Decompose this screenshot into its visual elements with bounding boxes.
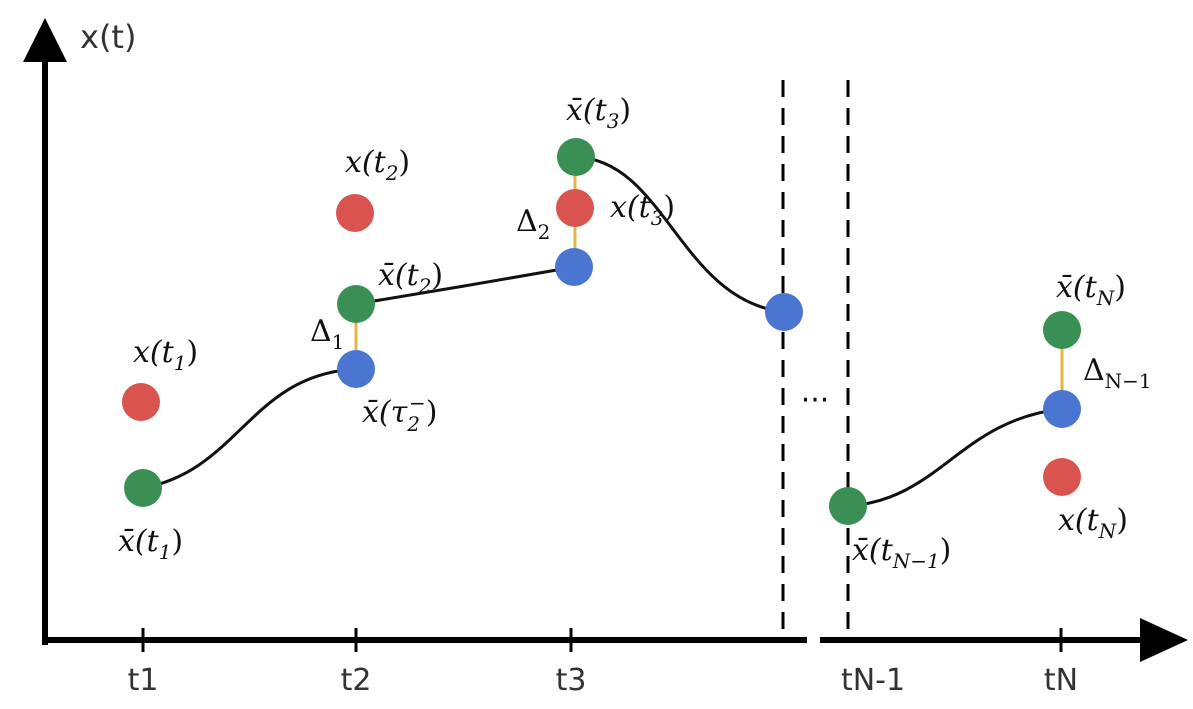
label-x-tN: x(tN) xyxy=(1058,503,1128,543)
measurement-point-t2 xyxy=(336,194,374,232)
start-state-t2 xyxy=(337,285,375,323)
trajectory-segment-4 xyxy=(847,407,1063,508)
ellipsis: ··· xyxy=(801,383,830,418)
label-delta-2: Δ2 xyxy=(516,204,550,244)
end-state-tau3 xyxy=(555,248,593,286)
measurement-point-t1 xyxy=(122,383,160,421)
label-xbar-tN-1: x̄(tN−1) xyxy=(852,533,951,573)
tick-label-t1: t1 xyxy=(128,663,159,698)
y-axis-arrow xyxy=(23,18,67,62)
trajectory-segment-1 xyxy=(142,367,357,490)
tick-label-tN-1: tN-1 xyxy=(841,663,905,698)
end-state-before-gap xyxy=(765,293,803,331)
label-xbar-tN: x̄(tN) xyxy=(1056,270,1126,310)
label-xbar-t3: x̄(t3) xyxy=(566,93,631,133)
label-xbar-t1: x̄(t1) xyxy=(118,524,183,564)
trajectory-segment-2 xyxy=(355,265,575,306)
label-x-t1: x(t1) xyxy=(133,335,198,375)
label-x-t3: x(t3) xyxy=(610,190,675,230)
tick-label-t2: t2 xyxy=(341,663,372,698)
y-axis-label: x(t) xyxy=(80,18,136,56)
tick-label-t3: t3 xyxy=(556,663,587,698)
start-state-t1 xyxy=(124,469,162,507)
label-delta-N-1: ΔN−1 xyxy=(1083,353,1152,393)
start-state-t3 xyxy=(557,138,595,176)
start-state-tN-1 xyxy=(829,487,867,525)
trajectory-segment-3 xyxy=(575,155,785,314)
axes: x(t) t1 t2 t3 tN-1 tN xyxy=(23,18,1188,698)
label-delta-1: Δ1 xyxy=(310,314,344,354)
label-xbar-tau2: x̄(τ2−) xyxy=(362,391,437,436)
tick-label-tN: tN xyxy=(1044,663,1078,698)
measurement-point-t3 xyxy=(556,189,594,227)
measurement-point-tN xyxy=(1043,458,1081,496)
end-state-tauN xyxy=(1043,390,1081,428)
x-axis-arrow xyxy=(1140,618,1188,662)
label-xbar-t2: x̄(t2) xyxy=(378,258,443,298)
start-state-tN xyxy=(1043,311,1081,349)
label-x-t2: x(t2) xyxy=(345,145,410,185)
end-state-tau2 xyxy=(337,350,375,388)
